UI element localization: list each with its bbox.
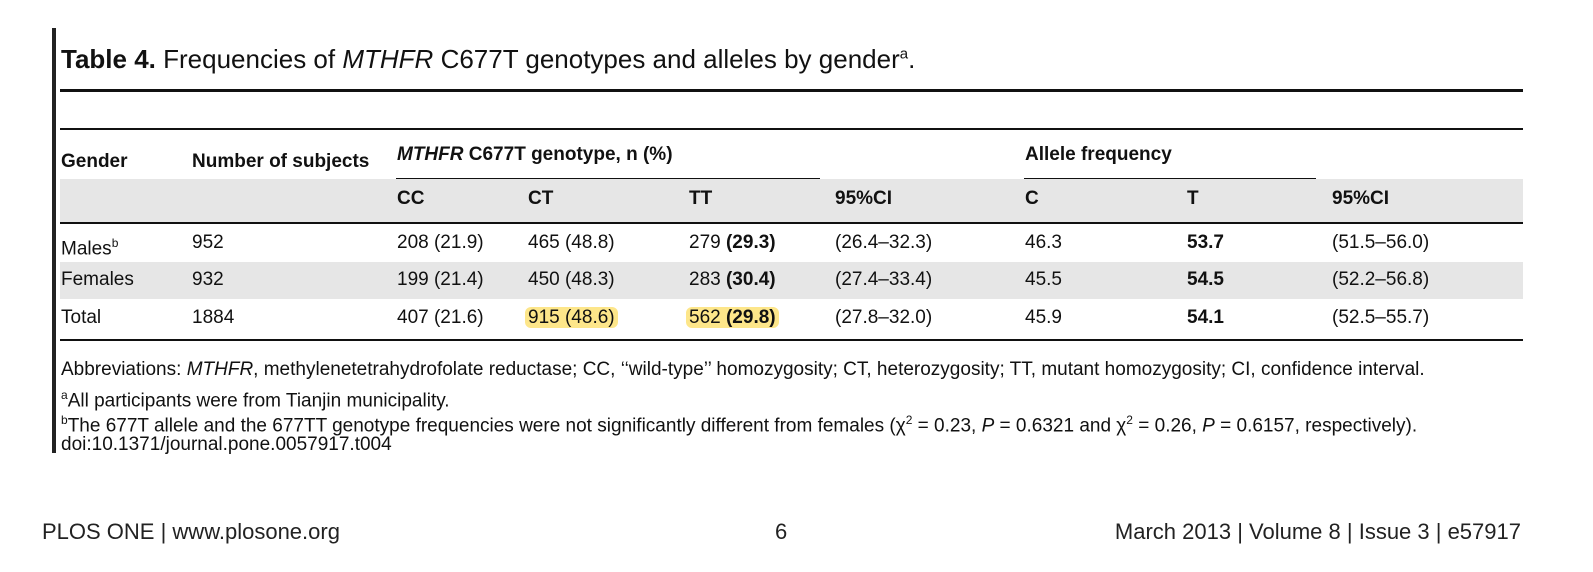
doi-link[interactable]: doi:10.1371/journal.pone.0057917.t004 — [61, 434, 392, 455]
highlight-ct-total: 915 (48.6) — [525, 307, 618, 328]
table-cell-ct: 465 (48.8) — [528, 232, 615, 253]
table-cell-allele-t: 54.1 — [1187, 307, 1224, 328]
table-cell-allele-c: 45.9 — [1025, 307, 1062, 328]
table-cell-ci-allele: (52.2–56.8) — [1332, 269, 1430, 290]
footer-issue-info: March 2013 | Volume 8 | Issue 3 | e57917 — [1114, 519, 1521, 544]
table-cell-ci-genotype: (27.4–33.4) — [835, 269, 933, 290]
footer-page-number: 6 — [775, 519, 788, 544]
header-allele-c: C — [1025, 188, 1039, 209]
males-footnote-mark: b — [111, 236, 119, 250]
table-row-males-gender: Malesb — [61, 236, 119, 260]
header-subjects: Number of subjects — [192, 151, 370, 172]
table-cell-ci-genotype: (26.4–32.3) — [835, 232, 933, 253]
table-cell-ct-highlighted: 915 (48.6) — [525, 307, 618, 329]
header-allele: Allele frequency — [1025, 144, 1172, 165]
row-band-females — [60, 262, 1523, 299]
table-row-total-gender: Total — [61, 307, 102, 328]
table-cell-allele-t: 53.7 — [1187, 232, 1224, 253]
table-top-rule — [60, 128, 1523, 130]
title-post: C677T genotypes and alleles by gender — [440, 44, 900, 74]
table-cell-ci-genotype: (27.8–32.0) — [835, 307, 933, 328]
table-row-females-gender: Females — [61, 269, 134, 290]
header-gender: Gender — [61, 151, 128, 172]
table-cell-subjects: 1884 — [192, 307, 235, 328]
table-cell-cc: 407 (21.6) — [397, 307, 484, 328]
note-b: bThe 677T allele and the 677TT genotype … — [61, 413, 1418, 437]
table-cell-allele-t: 54.5 — [1187, 269, 1224, 290]
table-label: Table 4. — [61, 44, 156, 74]
header-allele-t: T — [1187, 188, 1199, 209]
left-margin-rule — [52, 28, 56, 453]
table-cell-cc: 208 (21.9) — [397, 232, 484, 253]
header-genotype-gene: MTHFR — [397, 144, 464, 165]
header-bottom-rule — [60, 222, 1523, 224]
table-cell-ci-allele: (52.5–55.7) — [1332, 307, 1430, 328]
title-end: . — [908, 44, 916, 74]
table-cell-tt: 279 (29.3) — [689, 232, 776, 253]
table-title: Table 4. Frequencies of MTHFR C677T geno… — [61, 44, 915, 75]
header-ci-allele: 95%CI — [1332, 188, 1390, 209]
subheader-band — [60, 179, 1523, 222]
footer-journal: PLOS ONE | www.plosone.org — [42, 519, 340, 544]
header-ci-genotype: 95%CI — [835, 188, 893, 209]
note-a: aAll participants were from Tianjin muni… — [61, 388, 450, 412]
genotype-span-rule — [396, 178, 820, 179]
table-cell-tt: 283 (30.4) — [689, 269, 776, 290]
table-cell-tt-highlighted: 562 (29.8) — [686, 307, 779, 329]
header-genotype-rest: C677T genotype, n (%) — [468, 144, 673, 165]
title-pre: Frequencies of — [163, 44, 336, 74]
header-tt: TT — [689, 188, 713, 209]
highlight-tt-total: 562 (29.8) — [686, 307, 779, 328]
table-cell-ci-allele: (51.5–56.0) — [1332, 232, 1430, 253]
table-cell-allele-c: 46.3 — [1025, 232, 1062, 253]
title-footnote-mark: a — [899, 45, 909, 63]
header-cc: CC — [397, 188, 425, 209]
header-genotype: MTHFR C677T genotype, n (%) — [397, 144, 673, 166]
allele-span-rule — [1024, 178, 1316, 179]
note-abbreviations: Abbreviations: MTHFR, methylenetetrahydr… — [61, 359, 1425, 380]
table-cell-allele-c: 45.5 — [1025, 269, 1062, 290]
table-cell-cc: 199 (21.4) — [397, 269, 484, 290]
title-gene: MTHFR — [342, 44, 434, 74]
title-rule — [60, 89, 1523, 92]
header-ct: CT — [528, 188, 554, 209]
table-cell-subjects: 952 — [192, 232, 224, 253]
table-bottom-rule — [60, 339, 1523, 341]
table-cell-ct: 450 (48.3) — [528, 269, 615, 290]
table-cell-subjects: 932 — [192, 269, 224, 290]
